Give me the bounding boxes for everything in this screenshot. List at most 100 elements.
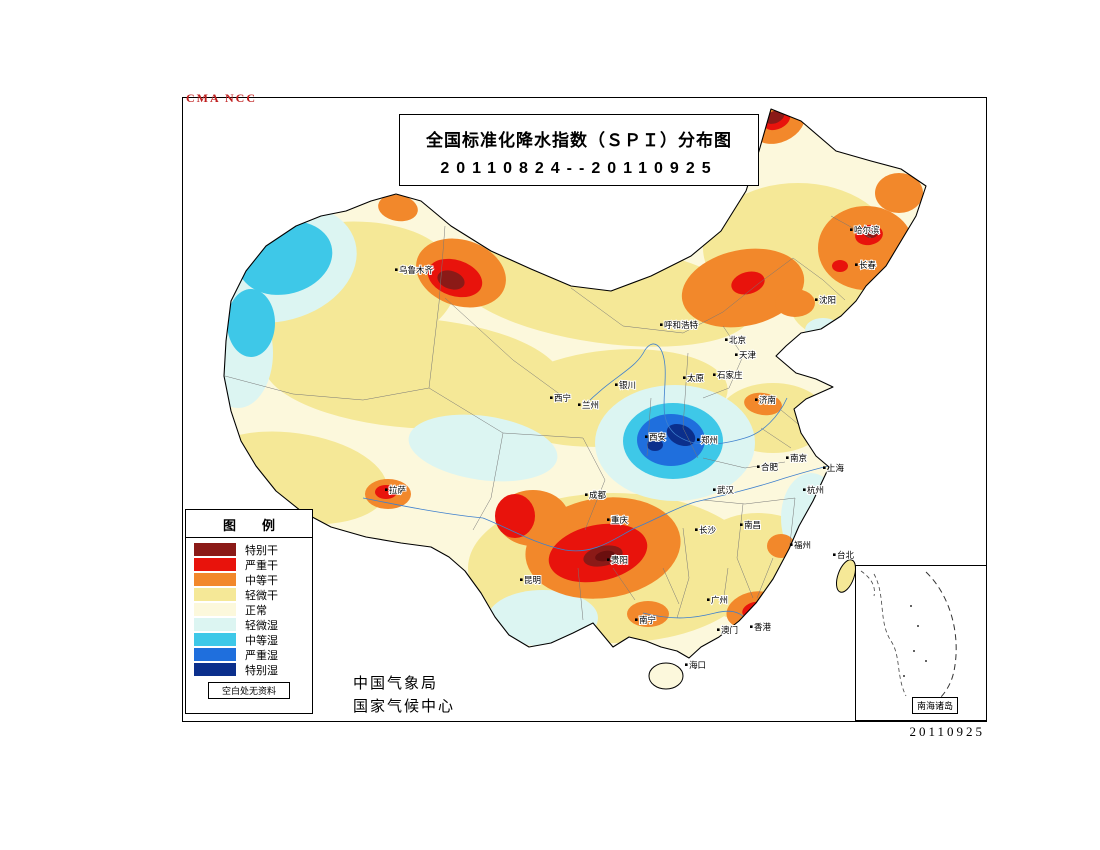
svg-text:澳门: 澳门 [721,625,738,635]
city-marker: 沈阳 [815,294,837,306]
legend-label: 轻微干 [245,589,278,602]
city-marker: 济南 [755,394,777,406]
taiwan-island [835,559,857,593]
svg-text:郑州: 郑州 [701,435,718,445]
credits-agency: 中国气象局 [353,675,439,692]
legend-label: 中等干 [245,574,278,587]
legend-item-5: 轻微湿 [186,617,312,632]
legend-label: 轻微湿 [245,619,278,632]
city-marker: 兰州 [578,399,600,411]
svg-text:拉萨: 拉萨 [389,485,407,495]
city-marker: 西宁 [550,392,572,404]
city-marker: 郑州 [697,434,719,446]
legend-label: 中等湿 [245,634,278,647]
svg-text:南昌: 南昌 [744,520,761,530]
svg-text:上海: 上海 [827,463,845,473]
legend-item-3: 轻微干 [186,587,312,602]
city-marker: 银川 [615,379,637,391]
map-date-range: 20110824--20110925 [440,160,718,177]
legend-swatch [194,588,236,601]
city-marker: 上海 [823,462,846,474]
city-marker: 澳门 [717,624,739,636]
city-marker: 拉萨 [385,484,408,496]
svg-text:呼和浩特: 呼和浩特 [664,320,699,330]
svg-text:台北: 台北 [837,550,855,560]
city-marker: 成都 [585,489,608,501]
rivers [362,343,830,619]
city-marker: 杭州 [803,484,825,496]
svg-text:南京: 南京 [790,453,807,463]
legend-label: 严重干 [245,559,278,572]
city-marker: 香港 [750,621,773,633]
city-marker: 南京 [786,452,808,464]
agency-mark: CMA NCC [186,91,257,105]
map-frame: 乌鲁木齐 哈尔滨长春沈阳呼和浩特北京天津石家庄 太原银川济南 西宁 兰州西安 郑州南京合肥… [182,91,987,722]
province-boundaries [224,215,872,621]
legend-item-7: 严重湿 [186,647,312,662]
legend-swatch [194,663,236,676]
credits-center: 国家气候中心 [353,698,456,715]
city-marker: 呼和浩特 [660,319,700,331]
city-marker: 北京 [725,334,747,346]
svg-text:贵阳: 贵阳 [611,555,628,565]
svg-text:海口: 海口 [689,660,706,670]
svg-text:银川: 银川 [619,380,636,390]
city-marker: 武汉 [713,484,736,496]
legend-label: 特别湿 [245,664,278,677]
svg-text:香港: 香港 [754,622,772,632]
city-marker: 哈尔滨 [850,224,881,236]
svg-text:成都: 成都 [589,490,607,500]
city-marker: 长沙 [695,524,718,536]
svg-text:哈尔滨: 哈尔滨 [854,225,880,235]
legend-swatch [194,618,236,631]
svg-text:兰州: 兰州 [582,400,599,410]
svg-text:广州: 广州 [711,595,728,605]
svg-text:杭州: 杭州 [807,485,824,495]
city-marker: 合肥 [757,461,780,473]
svg-text:重庆: 重庆 [611,515,629,525]
legend-swatch [194,648,236,661]
svg-text:合肥: 合肥 [761,462,779,472]
svg-text:太原: 太原 [687,373,704,383]
map-title-box: 全国标准化降水指数（ＳＰＩ）分布图 20110824--20110925 [399,114,759,186]
city-marker: 太原 [683,372,705,384]
china-outline [223,108,927,659]
city-marker: 福州 [790,539,812,551]
legend-title: 图 例 [186,510,312,538]
svg-text:北京: 北京 [729,335,746,345]
legend-item-6: 中等湿 [186,632,312,647]
hainan-island [648,662,684,690]
legend-label: 特别干 [245,544,278,557]
legend-item-1: 严重干 [186,557,312,572]
legend-item-0: 特别干 [186,542,312,557]
city-marker: 昆明 [520,574,542,586]
city-marker: 石家庄 [713,369,744,381]
svg-text:长沙: 长沙 [699,525,717,535]
city-marker: 乌鲁木齐 [395,264,435,276]
legend-label: 正常 [245,604,267,617]
city-marker: 台北 [833,549,856,561]
south-china-sea-inset: 南海诸岛 [855,565,987,721]
svg-text:昆明: 昆明 [524,575,541,585]
svg-text:南宁: 南宁 [639,615,656,625]
city-marker: 海口 [685,659,707,671]
svg-text:长春: 长春 [859,260,877,270]
svg-text:天津: 天津 [739,350,757,360]
inset-label: 南海诸岛 [912,697,959,714]
legend-item-8: 特别湿 [186,662,312,677]
legend-swatch [194,558,236,571]
city-marker: 天津 [735,349,758,361]
svg-text:乌鲁木齐: 乌鲁木齐 [399,265,434,275]
city-marker: 广州 [707,594,729,606]
legend-swatch [194,573,236,586]
legend-swatch [194,603,236,616]
city-marker: 长春 [855,259,878,271]
legend-label: 严重湿 [245,649,278,662]
svg-text:福州: 福州 [794,540,811,550]
svg-text:沈阳: 沈阳 [819,295,836,305]
legend-box: 图 例 特别干 严重干 中等干 轻微干 正常 轻微湿 中等湿 严重湿 特别湿 空白处无资料 [185,509,313,714]
city-marker: 西安 [645,431,667,443]
svg-text:西安: 西安 [649,432,666,442]
